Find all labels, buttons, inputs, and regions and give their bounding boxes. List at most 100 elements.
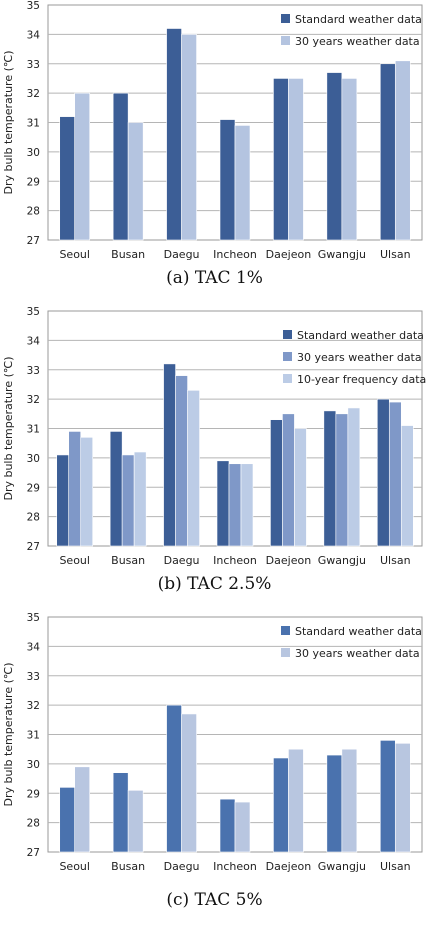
y-tick-label: 34 <box>27 335 41 347</box>
bar <box>379 740 396 853</box>
bar <box>323 410 337 547</box>
bar <box>127 122 144 241</box>
bar <box>80 437 94 547</box>
bar <box>74 92 91 241</box>
x-tick-label: Ulsan <box>380 248 411 261</box>
y-tick-label: 32 <box>27 88 40 100</box>
bar <box>394 743 411 853</box>
bar <box>288 78 304 241</box>
chart-panel-b: 27 28 29 30 31 32 33 34 35 Dry bulb temperature (… <box>0 306 429 606</box>
legend-label: Standard weather data <box>297 329 424 342</box>
bar <box>282 413 295 547</box>
y-axis-label: Dry bulb temperature (℃) <box>2 50 15 194</box>
chart-caption: (b) TAC 2.5% <box>157 574 272 594</box>
bar <box>376 398 390 547</box>
bar <box>228 463 242 547</box>
y-tick-label: 27 <box>27 847 40 859</box>
chart-caption: (c) TAC 5% <box>166 890 263 910</box>
bar <box>379 63 396 241</box>
x-tick-label: Ulsan <box>380 860 411 873</box>
chart-c: 27 28 29 30 31 32 33 34 35 Dry bulb temperature (… <box>2 612 423 873</box>
bar <box>59 787 76 853</box>
bar <box>112 772 129 853</box>
bar <box>394 60 411 241</box>
x-tick-label: Seoul <box>59 554 90 567</box>
bar <box>347 407 361 547</box>
y-tick-label: 31 <box>27 118 40 130</box>
bar <box>133 451 147 547</box>
y-tick-label: 35 <box>27 306 40 318</box>
bar <box>273 757 289 853</box>
legend-label: 30 years weather data <box>297 351 422 364</box>
x-tick-label: Busan <box>111 554 145 567</box>
bar <box>273 78 289 241</box>
y-axis-label: Dry bulb temperature (℃) <box>2 356 15 500</box>
y-axis-label: Dry bulb temperature (℃) <box>2 662 15 806</box>
x-tick-label: Ulsan <box>380 554 411 567</box>
y-tick-label: 31 <box>27 424 40 436</box>
bar <box>166 28 182 241</box>
x-tick-label: Seoul <box>59 248 90 261</box>
x-tick-label: Gwangju <box>318 554 366 567</box>
bar <box>74 766 91 853</box>
x-tick-label: Incheon <box>213 554 257 567</box>
bar <box>163 363 176 547</box>
y-tick-label: 27 <box>27 541 40 553</box>
bar <box>56 454 70 547</box>
x-tick-label: Gwangju <box>318 860 366 873</box>
y-tick-label: 31 <box>27 730 40 742</box>
chart-b: 27 28 29 30 31 32 33 34 35 Dry bulb temperature (… <box>2 306 426 567</box>
bar <box>288 748 304 853</box>
legend-swatch <box>283 352 292 361</box>
legend-swatch <box>283 374 292 383</box>
y-tick-label: 29 <box>27 788 40 800</box>
y-tick-label: 35 <box>27 0 40 12</box>
x-tick-label: Daejeon <box>266 248 312 261</box>
bar <box>121 454 135 547</box>
bar <box>294 428 307 547</box>
legend-swatch <box>283 330 292 339</box>
legend-swatch <box>281 14 290 23</box>
x-tick-label: Seoul <box>59 860 90 873</box>
y-tick-label: 32 <box>27 394 40 406</box>
bar <box>400 425 414 547</box>
y-tick-label: 28 <box>27 206 40 218</box>
legend-label: Standard weather data <box>295 625 422 638</box>
bar <box>341 748 358 853</box>
legend-swatch <box>281 626 290 635</box>
bar <box>219 119 236 241</box>
bar <box>127 790 144 853</box>
x-tick-label: Daegu <box>164 248 200 261</box>
y-tick-label: 34 <box>27 641 41 653</box>
x-tick-label: Daejeon <box>266 860 312 873</box>
x-tick-label: Incheon <box>213 860 257 873</box>
bar <box>112 92 129 241</box>
bar <box>181 34 197 241</box>
y-tick-label: 29 <box>27 482 40 494</box>
bar <box>240 463 254 547</box>
x-tick-label: Daegu <box>164 554 200 567</box>
chart-a: 27 28 29 30 31 32 33 34 35 Dry bulb temperature (… <box>2 0 423 261</box>
bar <box>326 72 343 241</box>
y-tick-label: 27 <box>27 235 40 247</box>
legend-label: Standard weather data <box>295 13 422 26</box>
y-tick-label: 30 <box>27 147 40 159</box>
y-tick-label: 28 <box>27 512 40 524</box>
y-tick-label: 34 <box>27 29 41 41</box>
bar <box>181 713 197 853</box>
y-tick-label: 33 <box>27 671 40 683</box>
y-tick-label: 29 <box>27 176 40 188</box>
bar <box>234 801 251 853</box>
bar <box>59 116 76 241</box>
y-tick-label: 30 <box>27 453 40 465</box>
legend-swatch <box>281 36 290 45</box>
bar <box>341 78 358 241</box>
legend-label: 30 years weather data <box>295 35 420 48</box>
bar <box>335 413 349 547</box>
y-tick-label: 30 <box>27 759 40 771</box>
bar <box>216 460 230 547</box>
bar <box>68 431 82 547</box>
bar <box>234 125 251 241</box>
x-tick-label: Gwangju <box>318 248 366 261</box>
bar <box>270 419 283 547</box>
